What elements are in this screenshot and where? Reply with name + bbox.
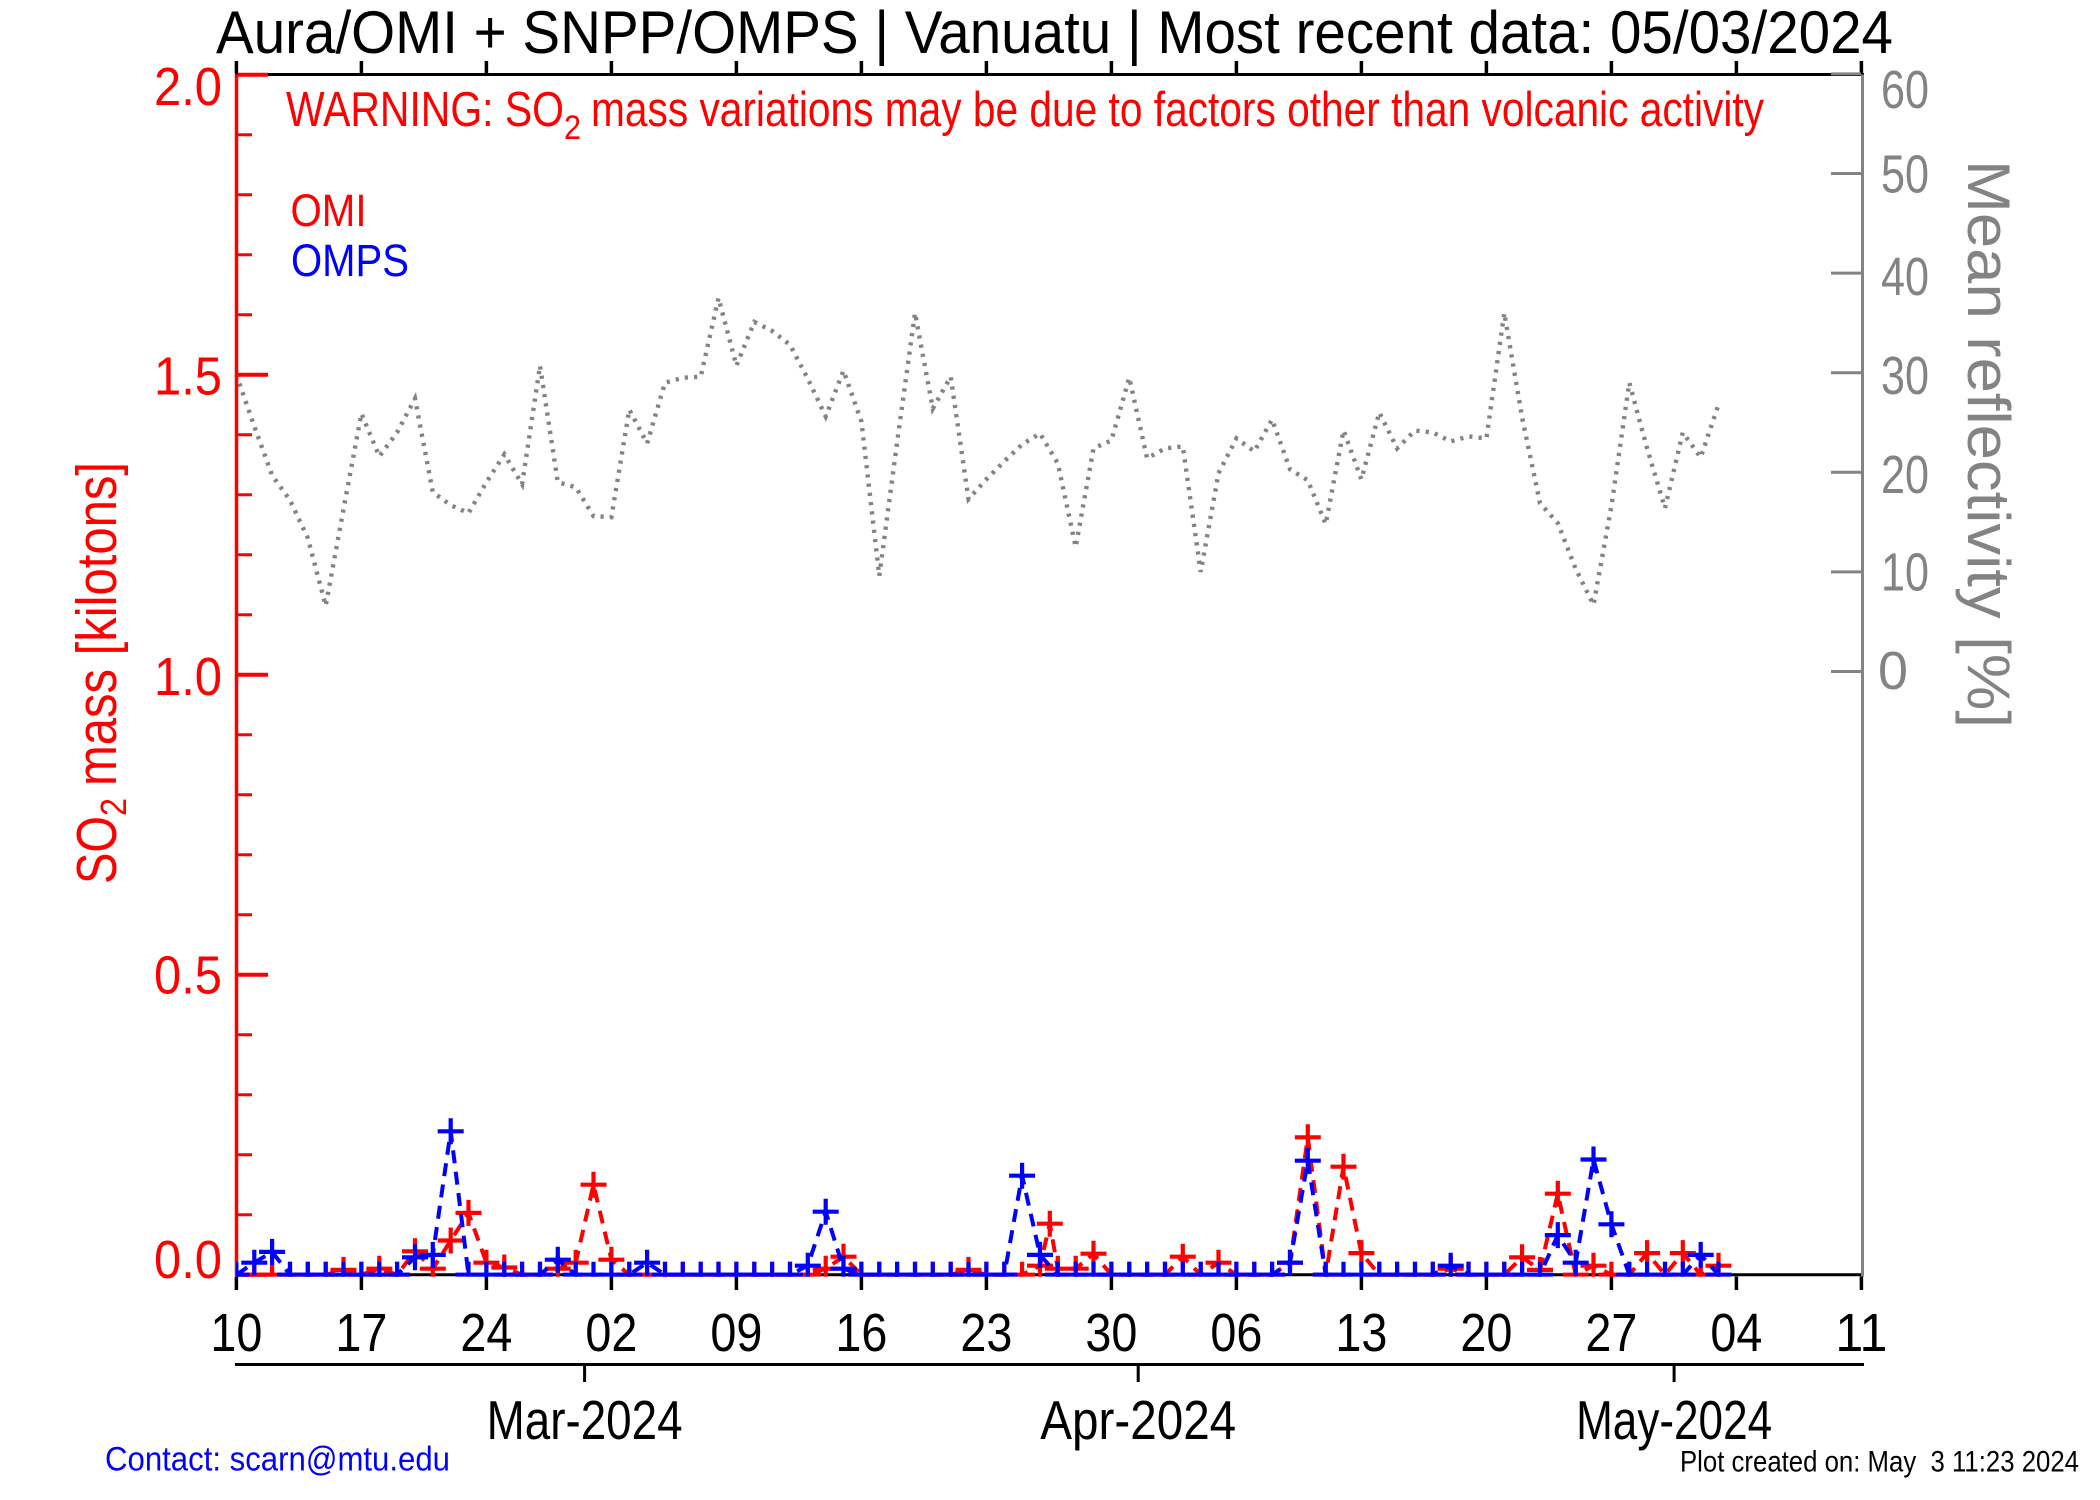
svg-text:50: 50 — [1881, 145, 1929, 205]
svg-text:2.0: 2.0 — [154, 57, 222, 117]
svg-text:27: 27 — [1585, 1303, 1637, 1363]
svg-text:2: 2 — [93, 798, 134, 816]
svg-text:mass [kilotons]: mass [kilotons] — [65, 462, 128, 786]
svg-text:10: 10 — [1881, 543, 1929, 603]
svg-text:40: 40 — [1881, 247, 1929, 307]
svg-text:16: 16 — [835, 1303, 887, 1363]
svg-text:04: 04 — [1710, 1303, 1762, 1363]
svg-text:60: 60 — [1881, 60, 1929, 120]
svg-text:20: 20 — [1460, 1303, 1512, 1363]
svg-text:02: 02 — [585, 1303, 637, 1363]
svg-text:30: 30 — [1085, 1303, 1137, 1363]
svg-text:0: 0 — [1878, 641, 1908, 701]
svg-text:SO: SO — [65, 816, 128, 884]
svg-text:OMPS: OMPS — [291, 235, 409, 286]
svg-text:09: 09 — [710, 1303, 762, 1363]
svg-text:11: 11 — [1835, 1303, 1887, 1363]
svg-text:Mar-2024: Mar-2024 — [487, 1389, 683, 1451]
svg-text:mass variations may be due to: mass variations may be due to factors ot… — [591, 83, 1764, 137]
svg-text:2: 2 — [564, 109, 581, 147]
svg-text:0.0: 0.0 — [154, 1230, 222, 1290]
svg-text:24: 24 — [460, 1303, 512, 1363]
svg-text:Aura/OMI + SNPP/OMPS | Vanuatu: Aura/OMI + SNPP/OMPS | Vanuatu | Most re… — [216, 0, 1893, 66]
svg-text:Apr-2024: Apr-2024 — [1040, 1389, 1236, 1451]
svg-text:06: 06 — [1210, 1303, 1262, 1363]
svg-text:17: 17 — [335, 1303, 387, 1363]
svg-text:Mean reflectivity [%]: Mean reflectivity [%] — [1955, 160, 2022, 728]
svg-text:23: 23 — [960, 1303, 1012, 1363]
svg-text:1.5: 1.5 — [154, 347, 222, 407]
svg-text:May-2024: May-2024 — [1576, 1389, 1772, 1451]
svg-text:30: 30 — [1881, 346, 1929, 406]
svg-text:WARNING: SO: WARNING: SO — [286, 83, 564, 137]
svg-text:Contact: scarn@mtu.edu: Contact: scarn@mtu.edu — [105, 1441, 450, 1479]
svg-text:10: 10 — [210, 1303, 262, 1363]
svg-text:1.0: 1.0 — [154, 647, 222, 707]
svg-text:OMI: OMI — [291, 185, 367, 236]
svg-text:Plot created on: May 3 11:23: Plot created on: May 3 11:23 2024 — [1680, 1446, 2079, 1479]
svg-text:20: 20 — [1881, 445, 1929, 505]
svg-text:13: 13 — [1335, 1303, 1387, 1363]
svg-text:0.5: 0.5 — [154, 946, 222, 1006]
